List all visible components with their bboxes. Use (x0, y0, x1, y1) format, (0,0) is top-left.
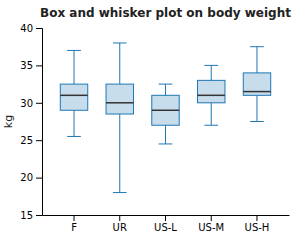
tick-mark (36, 28, 42, 29)
cap (204, 65, 218, 66)
median (152, 110, 179, 112)
median (243, 91, 270, 93)
y-tick: 30 (20, 98, 42, 109)
x-tick: UR (113, 215, 127, 233)
whisker (74, 110, 75, 136)
tick-mark (36, 140, 42, 141)
x-tick: US-H (245, 215, 270, 233)
whisker (211, 65, 212, 80)
tick-label: US-H (245, 222, 270, 233)
tick-label: 35 (20, 60, 33, 71)
chart: 15 20 25 30 35 40 F UR US-L US-M US-H Box and whisk… (0, 0, 299, 239)
median (198, 95, 225, 97)
box-group (243, 47, 270, 122)
tick-mark (36, 215, 42, 216)
tick-mark (165, 215, 166, 221)
cap (67, 136, 81, 137)
y-tick: 20 (20, 172, 42, 183)
y-tick: 35 (20, 60, 42, 71)
box (198, 80, 225, 102)
median (106, 102, 133, 104)
cap (250, 46, 264, 47)
y-tick: 40 (20, 23, 42, 34)
whisker (74, 50, 75, 84)
tick-mark (36, 103, 42, 104)
whisker (256, 95, 257, 121)
tick-label: 25 (20, 135, 33, 146)
tick-mark (211, 215, 212, 221)
box (106, 84, 133, 114)
whisker (119, 43, 120, 84)
cap (204, 125, 218, 126)
tick-label: 40 (20, 23, 33, 34)
plot-area: 15 20 25 30 35 40 F UR US-L US-M US-H (20, 23, 289, 233)
y-axis: 15 20 25 30 35 40 (20, 23, 42, 221)
tick-mark (74, 215, 75, 221)
tick-mark (36, 178, 42, 179)
cap (159, 143, 173, 144)
tick-label: US-L (154, 222, 177, 233)
whisker (211, 103, 212, 125)
boxes (60, 43, 270, 193)
x-tick: F (71, 215, 77, 233)
title: Box and whisker plot on body weight (40, 6, 291, 20)
cap (113, 42, 127, 43)
box-group (106, 43, 133, 193)
x-tick: US-M (198, 215, 224, 233)
box-group (198, 65, 225, 125)
whisker (165, 125, 166, 144)
tick-label: US-M (198, 222, 224, 233)
x-axis: F UR US-L US-M US-H (43, 215, 290, 233)
tick-label: 30 (20, 98, 33, 109)
box-group (152, 84, 179, 144)
tick-mark (256, 215, 257, 221)
tick-label: F (71, 222, 77, 233)
tick-label: UR (113, 222, 127, 233)
cap (113, 192, 127, 193)
y-tick: 25 (20, 135, 42, 146)
median (60, 95, 87, 97)
whisker (165, 84, 166, 95)
cap (159, 84, 173, 85)
tick-label: 15 (20, 210, 33, 221)
box (243, 73, 270, 95)
cap (250, 121, 264, 122)
tick-label: 20 (20, 172, 33, 183)
tick-mark (119, 215, 120, 221)
box (60, 84, 87, 110)
whisker (256, 47, 257, 73)
whisker (119, 114, 120, 193)
tick-mark (36, 65, 42, 66)
box (152, 95, 179, 125)
cap (67, 50, 81, 51)
box-group (60, 50, 87, 136)
x-tick: US-L (154, 215, 177, 233)
y-tick: 15 (20, 210, 42, 221)
axis-line (36, 29, 43, 216)
y-axis-label: kg (2, 115, 15, 128)
